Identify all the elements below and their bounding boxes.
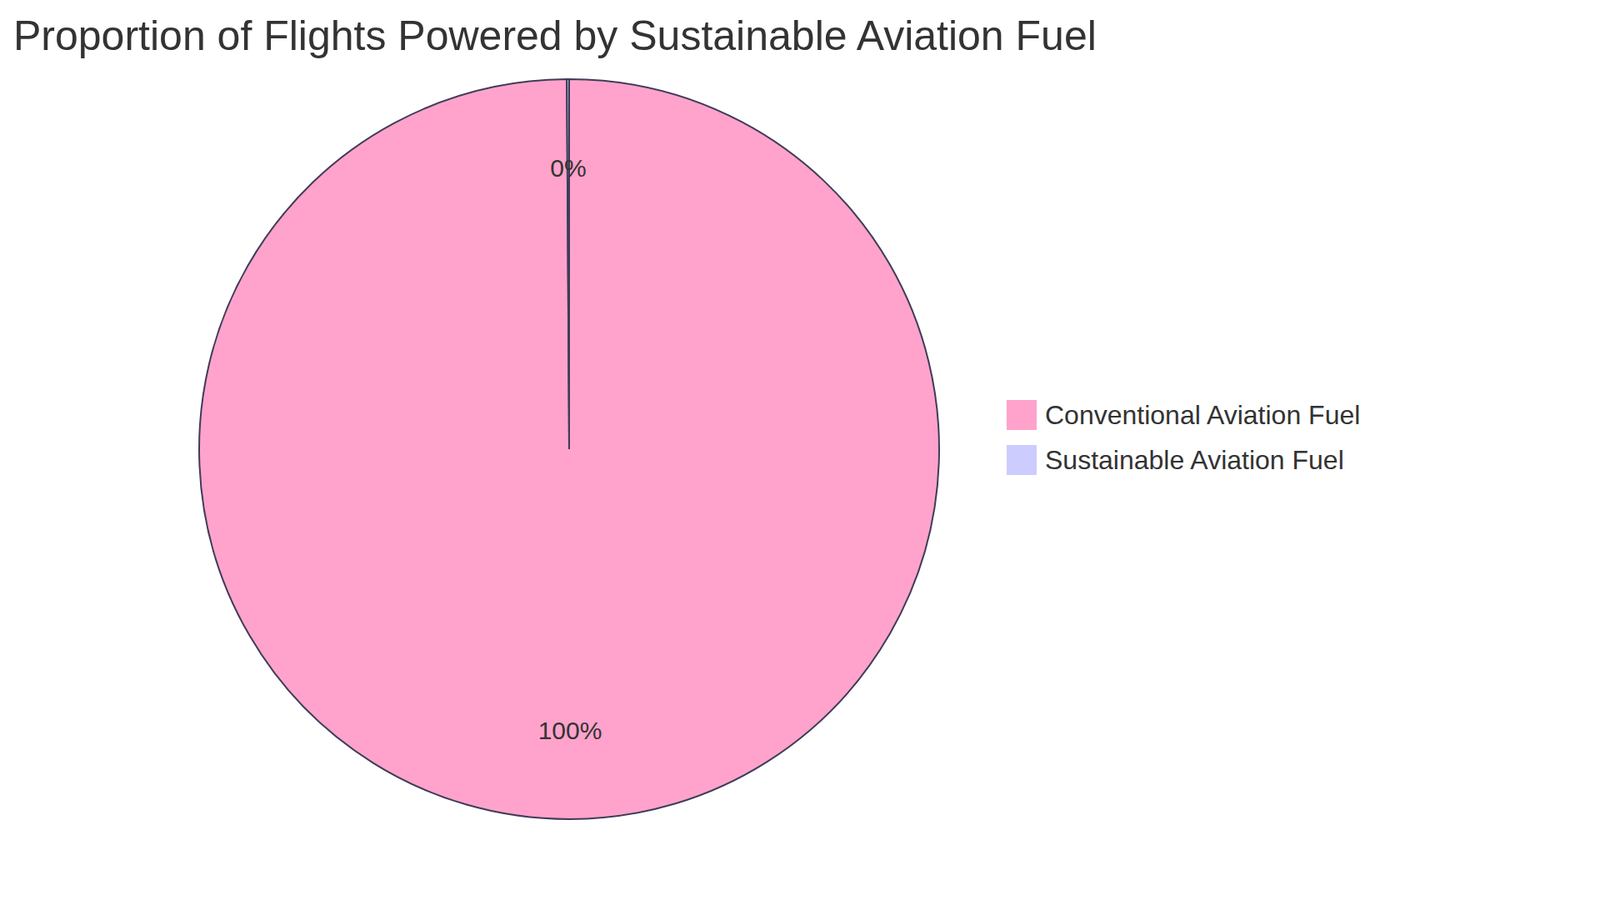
svg-text:0%: 0% xyxy=(550,154,586,182)
html-text:Proportion of Flights Powered: Proportion of Flights Powered by Sustain… xyxy=(13,12,1097,60)
html-text:Conventional Aviation Fuel: Conventional Aviation Fuel xyxy=(1045,399,1361,430)
svg-text:100%: 100% xyxy=(538,716,603,745)
html-text:Sustainable Aviation Fuel: Sustainable Aviation Fuel xyxy=(1045,444,1344,475)
